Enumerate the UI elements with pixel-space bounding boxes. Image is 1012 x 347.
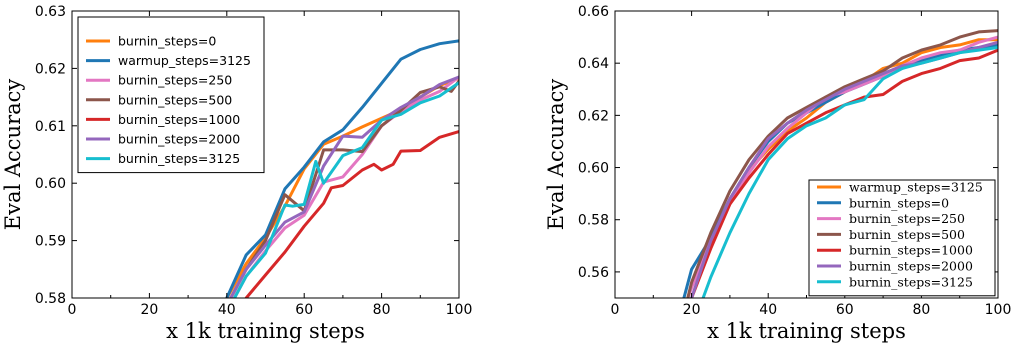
x-tick-label: 60 bbox=[295, 302, 313, 318]
x-tick-label: 20 bbox=[140, 302, 158, 318]
x-tick-label: 100 bbox=[985, 302, 1012, 318]
y-tick-label: 0.63 bbox=[35, 4, 66, 20]
y-tick-label: 0.62 bbox=[35, 61, 66, 77]
series-line-5 bbox=[229, 75, 459, 298]
y-tick-label: 0.64 bbox=[578, 56, 609, 72]
series-line-6 bbox=[233, 81, 459, 298]
legend-label-1: burnin_steps=0 bbox=[849, 195, 949, 210]
x-tick-label: 80 bbox=[912, 302, 930, 318]
y-tick-label: 0.56 bbox=[578, 265, 609, 281]
y-axis-title: Eval Accuracy bbox=[1, 79, 25, 231]
y-tick-label: 0.58 bbox=[35, 291, 66, 307]
right-chart: 0 20 40 60 80 100 0.56 0.58 0.60 0.62 0.64 0.66 x 1k… bbox=[544, 4, 1011, 343]
legend-label-3: burnin_steps=500 bbox=[118, 92, 232, 107]
series-line-1 bbox=[225, 39, 459, 298]
legend-label-1: warmup_steps=3125 bbox=[118, 53, 251, 68]
y-tick-label: 0.61 bbox=[35, 119, 66, 135]
legend-label-2: burnin_steps=250 bbox=[849, 211, 965, 226]
x-tick-label: 40 bbox=[759, 302, 777, 318]
series-line-3 bbox=[686, 29, 998, 298]
y-axis-title: Eval Accuracy bbox=[544, 79, 568, 231]
x-axis-title: x 1k training steps bbox=[707, 319, 906, 343]
x-tick-label: 20 bbox=[683, 302, 701, 318]
legend-label-6: burnin_steps=3125 bbox=[849, 274, 973, 289]
legend-label-5: burnin_steps=2000 bbox=[849, 259, 973, 274]
x-tick-label: 100 bbox=[446, 302, 473, 318]
legend-label-2: burnin_steps=250 bbox=[118, 73, 232, 88]
legend-box bbox=[77, 16, 265, 174]
left-chart: 0 20 40 60 80 100 0.58 0.59 0.60 0.61 0.62 0.63 x 1k… bbox=[1, 4, 472, 343]
x-tick-label: 0 bbox=[68, 302, 77, 318]
y-tick-label: 0.66 bbox=[578, 4, 609, 20]
legend-label-4: burnin_steps=1000 bbox=[849, 243, 973, 258]
x-tick-label: 0 bbox=[611, 302, 620, 318]
series-line-6 bbox=[701, 46, 998, 298]
x-tick-label: 80 bbox=[373, 302, 391, 318]
legend-box bbox=[808, 179, 996, 297]
series-group bbox=[682, 29, 998, 298]
legend-label-4: burnin_steps=1000 bbox=[118, 112, 240, 127]
series-group bbox=[225, 39, 459, 298]
y-tick-label: 0.62 bbox=[578, 108, 609, 124]
legend-label-0: burnin_steps=0 bbox=[118, 34, 216, 49]
y-tick-label: 0.60 bbox=[578, 161, 609, 177]
legend-label-0: warmup_steps=3125 bbox=[849, 180, 983, 195]
y-tick-label: 0.59 bbox=[35, 234, 66, 250]
legend-label-6: burnin_steps=3125 bbox=[118, 151, 240, 166]
x-axis-title: x 1k training steps bbox=[166, 319, 365, 343]
y-tick-label: 0.58 bbox=[578, 213, 609, 229]
y-tick-label: 0.60 bbox=[35, 176, 66, 192]
legend-label-5: burnin_steps=2000 bbox=[118, 132, 240, 147]
x-tick-label: 60 bbox=[836, 302, 854, 318]
x-tick-label: 40 bbox=[218, 302, 236, 318]
series-line-4 bbox=[244, 130, 459, 298]
legend-label-3: burnin_steps=500 bbox=[849, 227, 965, 242]
